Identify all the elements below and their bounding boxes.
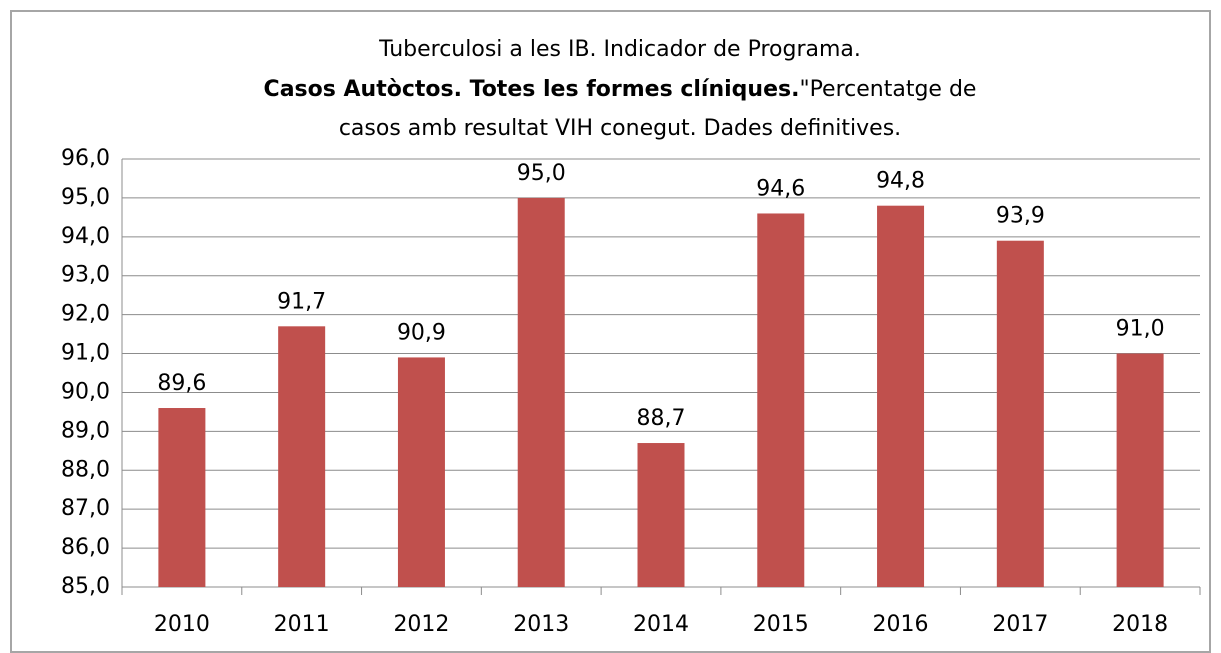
y-tick-label: 93,0 <box>61 263 110 288</box>
chart-title-rest: "Percentatge de <box>799 77 976 102</box>
bar <box>996 240 1044 587</box>
value-label: 93,9 <box>996 204 1045 229</box>
x-tick-label: 2013 <box>513 612 569 637</box>
chart-title-bold: Casos Autòctos. Totes les formes clíniqu… <box>264 77 800 102</box>
y-tick-label: 85,0 <box>61 574 110 599</box>
bar <box>397 357 445 587</box>
y-tick-label: 94,0 <box>61 224 110 249</box>
x-tick-label: 2015 <box>753 612 809 637</box>
value-label: 90,9 <box>397 320 446 345</box>
bar <box>877 205 925 587</box>
chart-title: Casos Autòctos. Totes les formes clíniqu… <box>264 77 977 102</box>
bar <box>517 197 565 587</box>
x-tick-label: 2017 <box>992 612 1048 637</box>
bar <box>278 326 326 587</box>
x-tick-label: 2011 <box>274 612 330 637</box>
bar <box>158 408 206 587</box>
value-label: 94,8 <box>876 169 925 194</box>
bar <box>1116 353 1164 587</box>
bar <box>637 443 685 587</box>
bar <box>757 213 805 588</box>
value-label: 88,7 <box>637 406 686 431</box>
x-tick-label: 2018 <box>1112 612 1168 637</box>
y-tick-label: 87,0 <box>61 496 110 521</box>
value-label: 95,0 <box>517 161 566 186</box>
y-tick-label: 90,0 <box>61 379 110 404</box>
chart-title: Tuberculosi a les IB. Indicador de Progr… <box>378 37 861 62</box>
value-label: 89,6 <box>157 371 206 396</box>
x-tick-label: 2016 <box>873 612 929 637</box>
chart-title: casos amb resultat VIH conegut. Dades de… <box>339 116 901 141</box>
x-tick-label: 2012 <box>393 612 449 637</box>
y-tick-label: 95,0 <box>61 185 110 210</box>
y-tick-label: 96,0 <box>61 146 110 171</box>
y-tick-label: 89,0 <box>61 418 110 443</box>
y-tick-label: 88,0 <box>61 457 110 482</box>
value-label: 94,6 <box>756 176 805 201</box>
x-tick-label: 2014 <box>633 612 689 637</box>
y-tick-label: 91,0 <box>61 341 110 366</box>
x-tick-label: 2010 <box>154 612 210 637</box>
y-tick-label: 92,0 <box>61 302 110 327</box>
value-label: 91,7 <box>277 289 326 314</box>
value-label: 91,0 <box>1116 317 1165 342</box>
y-tick-label: 86,0 <box>61 535 110 560</box>
